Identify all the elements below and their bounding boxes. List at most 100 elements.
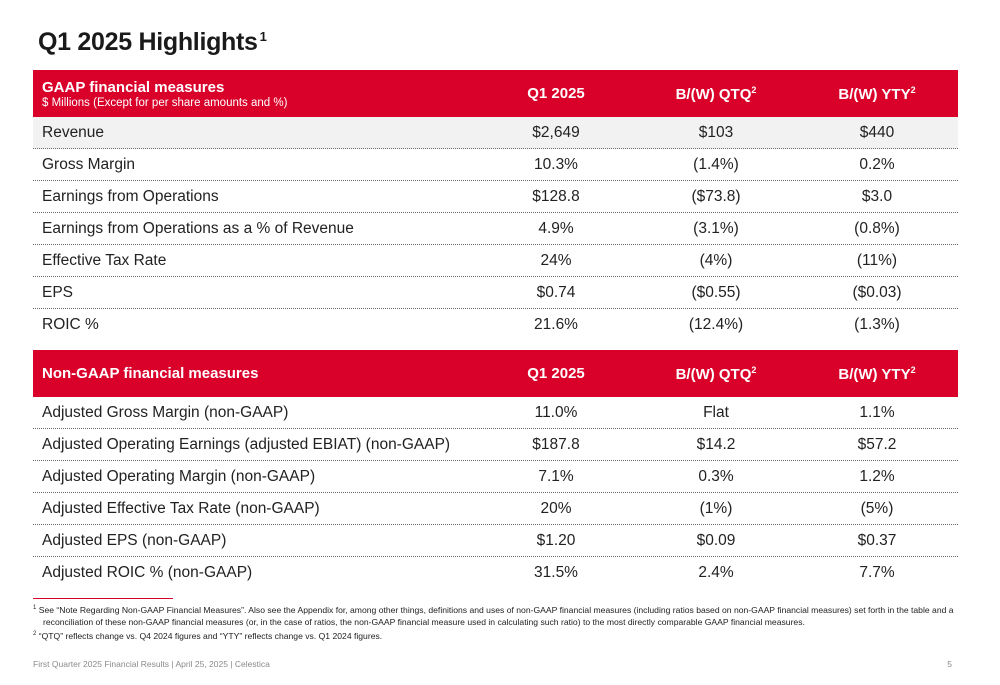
cell-yty: (0.8%) <box>854 219 900 237</box>
gaap-col-qtq-note: 2 <box>751 84 757 95</box>
nongaap-heading: Non-GAAP financial measures <box>42 365 259 382</box>
row-label: Adjusted EPS (non-GAAP) <box>42 531 227 549</box>
table-row: EPS $0.74 ($0.55) ($0.03) <box>33 277 958 309</box>
cell-yty: 7.7% <box>859 564 895 581</box>
table-row: Adjusted EPS (non-GAAP) $1.20 $0.09 $0.37 <box>33 525 958 557</box>
footnotes: 1 See “Note Regarding Non-GAAP Financial… <box>33 603 963 643</box>
cell-qtq: $103 <box>698 123 734 141</box>
row-label: Adjusted Gross Margin (non-GAAP) <box>42 403 289 421</box>
cell-yty: $57.2 <box>857 435 897 453</box>
row-label: Gross Margin <box>42 155 136 173</box>
row-label: Revenue <box>42 123 105 141</box>
cell-q1: 20% <box>540 499 572 517</box>
cell-yty: $440 <box>859 123 895 141</box>
row-label: ROIC % <box>42 316 99 333</box>
footnote-1-continued: reconciliation of these non-GAAP financi… <box>43 616 805 627</box>
cell-q1: 24% <box>540 251 572 269</box>
gaap-table-body: Revenue $2,649 $103 $440 Gross Margin 10.3% (… <box>33 117 958 341</box>
cell-yty: (5%) <box>860 499 894 517</box>
row-label: Adjusted ROIC % (non-GAAP) <box>42 564 253 581</box>
nongaap-table-header: Non-GAAP financial measures Q1 2025 B/(W… <box>33 350 958 397</box>
page-title: Q1 2025 Highlights 1 <box>38 28 267 57</box>
cell-yty: 0.2% <box>859 155 895 173</box>
gaap-col-q1-header: Q1 2025 <box>527 85 585 102</box>
gaap-col-yty-label: B/(W) YTY <box>838 85 911 103</box>
table-row: Effective Tax Rate 24% (4%) (11%) <box>33 245 958 277</box>
cell-qtq: 0.3% <box>698 467 734 485</box>
cell-q1: 21.6% <box>534 316 578 333</box>
cell-qtq: (1.4%) <box>693 155 739 173</box>
table-row: ROIC % 21.6% (12.4%) (1.3%) <box>33 309 958 341</box>
cell-q1: $2,649 <box>532 123 580 141</box>
cell-q1: $128.8 <box>532 187 580 205</box>
table-row: Adjusted Operating Earnings (adjusted EB… <box>33 429 958 461</box>
page-footer: First Quarter 2025 Financial Results | A… <box>33 659 270 669</box>
row-label: Earnings from Operations <box>42 187 219 205</box>
table-row: Adjusted ROIC % (non-GAAP) 31.5% 2.4% 7.7% <box>33 557 958 589</box>
cell-q1: 31.5% <box>534 564 578 581</box>
nongaap-table-body: Adjusted Gross Margin (non-GAAP) 11.0% Fla… <box>33 397 958 589</box>
page-number: 5 <box>947 659 952 669</box>
gaap-col-yty-note: 2 <box>910 84 916 95</box>
cell-q1: $0.74 <box>536 283 576 301</box>
gaap-heading-cell: GAAP financial measures $ Millions (Exce… <box>33 79 476 109</box>
cell-yty: 1.2% <box>859 467 895 485</box>
cell-qtq: 2.4% <box>698 564 734 581</box>
table-row: Revenue $2,649 $103 $440 <box>33 117 958 149</box>
cell-q1: 4.9% <box>538 219 574 237</box>
table-row: Adjusted Operating Margin (non-GAAP) 7.1%… <box>33 461 958 493</box>
nongaap-col-q1-header: Q1 2025 <box>527 365 585 382</box>
nongaap-col-qtq-header: B/(W) QTQ2 <box>636 365 796 383</box>
row-label: Effective Tax Rate <box>42 251 167 269</box>
gaap-table: GAAP financial measures $ Millions (Exce… <box>33 70 958 341</box>
footnote-2-marker: 2 <box>33 630 37 637</box>
cell-qtq: ($0.55) <box>691 283 741 301</box>
table-row: Gross Margin 10.3% (1.4%) 0.2% <box>33 149 958 181</box>
cell-qtq: (12.4%) <box>688 316 744 333</box>
cell-q1: 11.0% <box>534 403 578 421</box>
row-label: Adjusted Operating Earnings (adjusted EB… <box>42 435 451 453</box>
cell-qtq: Flat <box>703 403 729 421</box>
footnote-1-marker: 1 <box>33 605 37 611</box>
cell-qtq: ($73.8) <box>691 187 741 205</box>
cell-q1: 7.1% <box>538 467 574 485</box>
table-row: Adjusted Gross Margin (non-GAAP) 11.0% Fla… <box>33 397 958 429</box>
cell-qtq: $0.09 <box>696 531 736 549</box>
nongaap-table: Non-GAAP financial measures Q1 2025 B/(W… <box>33 350 958 589</box>
page-title-text: Q1 2025 Highlights <box>38 28 258 56</box>
gaap-table-header: GAAP financial measures $ Millions (Exce… <box>33 70 958 117</box>
cell-yty: $0.37 <box>857 531 897 549</box>
row-label: Earnings from Operations as a % of Reven… <box>42 219 354 237</box>
footnote-divider <box>33 598 173 599</box>
nongaap-col-qtq-note: 2 <box>751 364 757 375</box>
cell-yty: 1.1% <box>859 403 895 421</box>
cell-qtq: (1%) <box>699 499 733 517</box>
cell-yty: ($0.03) <box>852 283 902 301</box>
title-footnote-marker: 1 <box>259 28 267 44</box>
gaap-col-qtq-label: B/(W) QTQ <box>675 85 752 103</box>
gaap-subheading: $ Millions (Except for per share amounts… <box>42 96 288 109</box>
cell-q1: $1.20 <box>536 531 576 549</box>
gaap-col-qtq-header: B/(W) QTQ2 <box>636 85 796 103</box>
cell-qtq: $14.2 <box>696 435 736 453</box>
nongaap-col-yty-header: B/(W) YTY2 <box>796 365 958 383</box>
footnote-1: 1 See “Note Regarding Non-GAAP Financial… <box>33 603 963 616</box>
cell-q1: $187.8 <box>532 435 580 453</box>
row-label: Adjusted Operating Margin (non-GAAP) <box>42 467 316 485</box>
table-row: Earnings from Operations $128.8 ($73.8) $3.… <box>33 181 958 213</box>
cell-qtq: (3.1%) <box>693 219 739 237</box>
nongaap-col-qtq-label: B/(W) QTQ <box>675 365 752 383</box>
cell-qtq: (4%) <box>699 251 733 269</box>
gaap-heading: GAAP financial measures <box>42 78 225 96</box>
gaap-col-yty-header: B/(W) YTY2 <box>796 85 958 103</box>
footnote-2: 2 “QTQ” reflects change vs. Q4 2024 figu… <box>33 629 963 642</box>
footnote-2-text: “QTQ” reflects change vs. Q4 2024 figure… <box>38 630 383 641</box>
nongaap-col-yty-note: 2 <box>910 364 916 375</box>
footnote-1-text: See “Note Regarding Non-GAAP Financial M… <box>38 604 954 615</box>
cell-yty: $3.0 <box>861 187 893 205</box>
row-label: Adjusted Effective Tax Rate (non-GAAP) <box>42 499 320 517</box>
cell-yty: (11%) <box>856 251 898 269</box>
table-row: Adjusted Effective Tax Rate (non-GAAP) 20… <box>33 493 958 525</box>
table-row: Earnings from Operations as a % of Reven… <box>33 213 958 245</box>
cell-q1: 10.3% <box>534 155 578 173</box>
